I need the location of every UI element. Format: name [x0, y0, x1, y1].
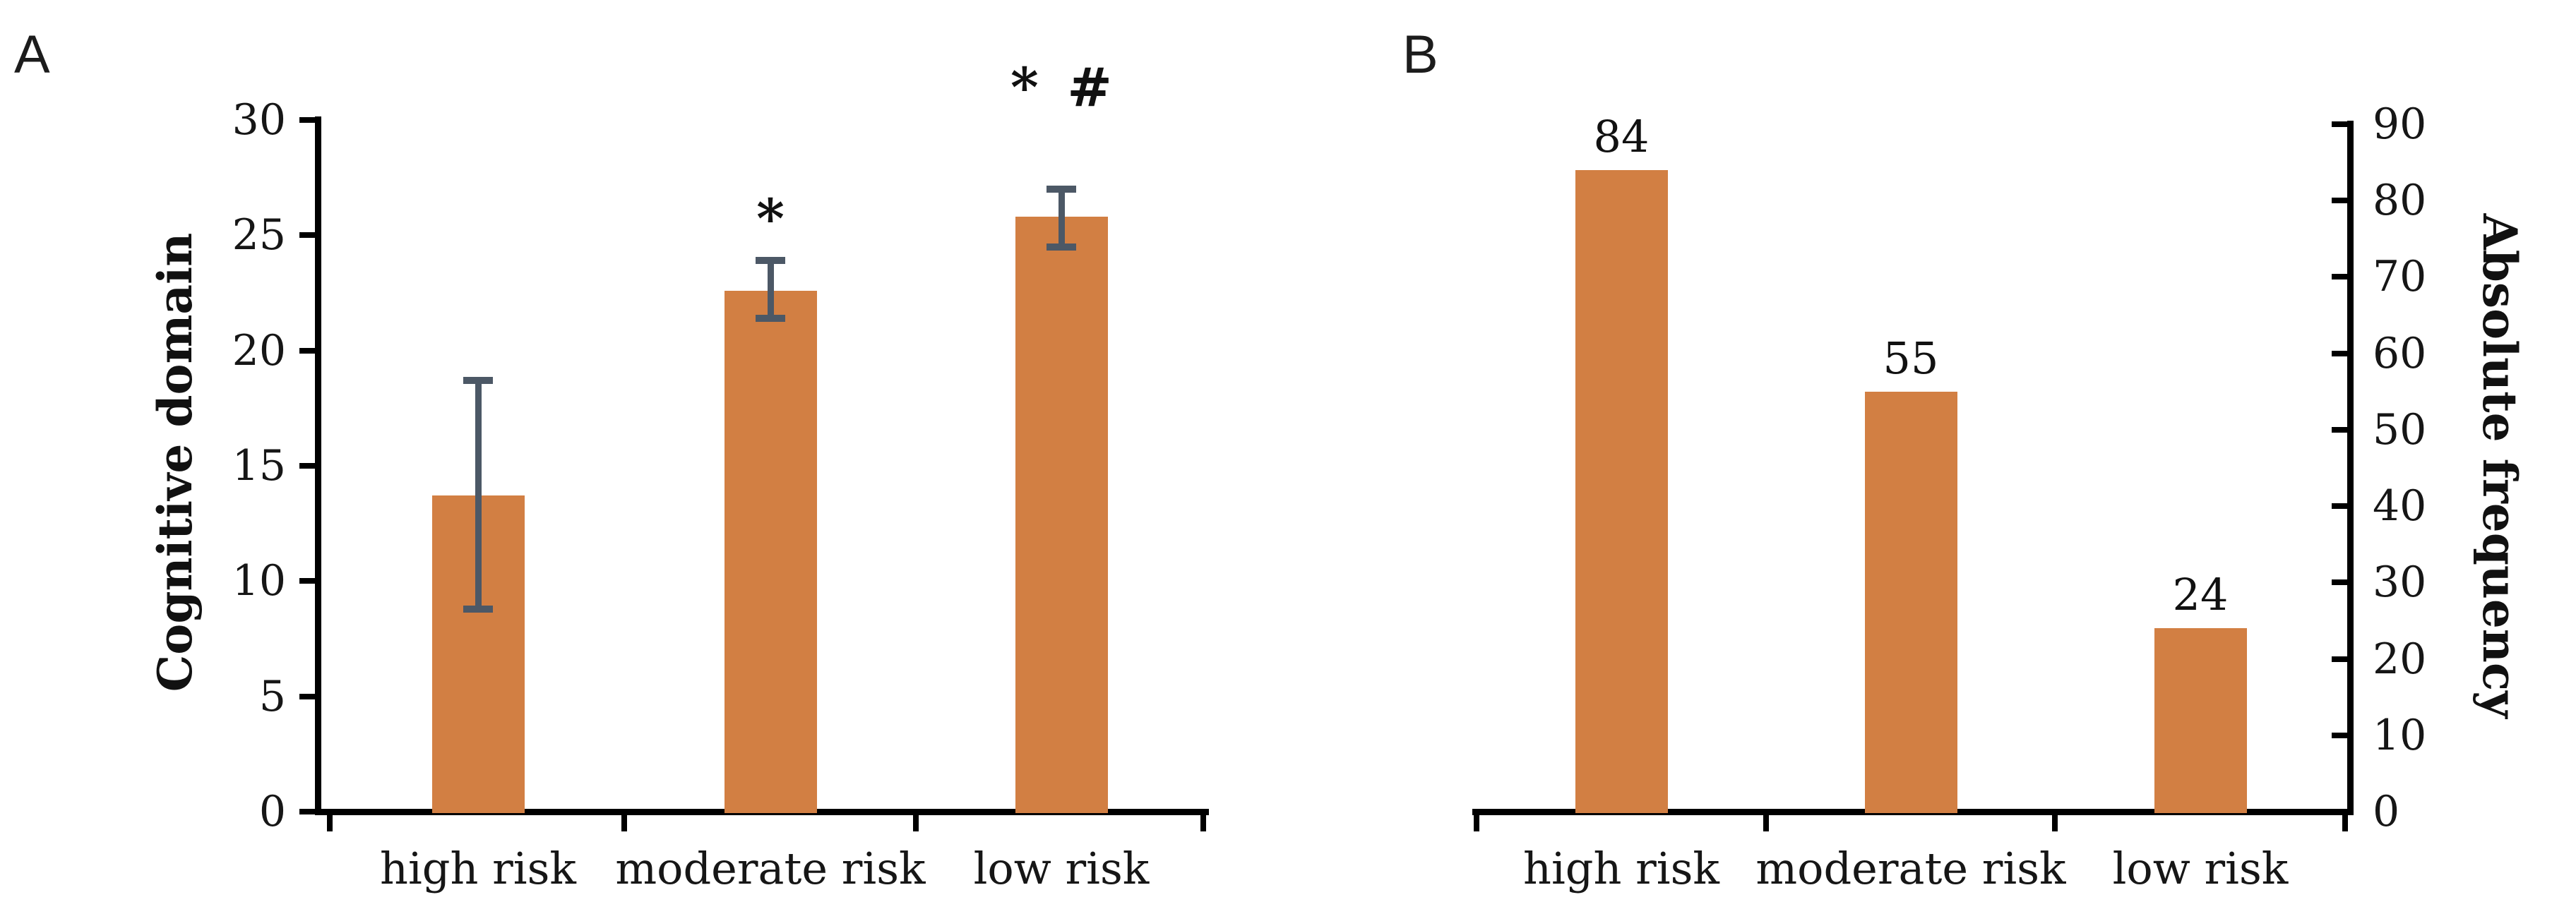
- y-axis-tick: [299, 347, 319, 354]
- x-axis-tick: [1474, 812, 1479, 831]
- y-tick-label: 25: [232, 210, 286, 260]
- y-axis-tick: [2332, 732, 2351, 738]
- x-axis-tick: [621, 812, 627, 831]
- y-axis-tick: [2332, 503, 2351, 510]
- category-label-moderate-risk: moderate risk: [1755, 843, 2066, 894]
- error-bar-cap: [1046, 186, 1076, 193]
- error-bar-cap: [463, 605, 493, 613]
- y-axis-tick: [2332, 274, 2351, 280]
- y-tick-label: 50: [2373, 404, 2427, 455]
- y-axis-tick: [299, 809, 319, 814]
- x-axis-tick: [913, 812, 919, 831]
- y-tick-label: 15: [232, 441, 286, 491]
- x-axis-tick: [1200, 812, 1206, 831]
- y-axis-tick: [299, 232, 319, 239]
- y-axis-tick: [2332, 579, 2351, 586]
- bar-value-label: 55: [1883, 332, 1939, 384]
- y-tick-label: 60: [2373, 328, 2427, 378]
- error-bar-cap: [463, 377, 493, 385]
- y-tick-label: 30: [2373, 558, 2427, 608]
- category-label-moderate-risk: moderate risk: [615, 843, 926, 894]
- error-bar-line: [475, 380, 482, 609]
- y-tick-label: 30: [232, 95, 286, 145]
- y-tick-label: 0: [258, 787, 286, 836]
- panel-letter-b: B: [1402, 25, 1438, 85]
- y-tick-label: 80: [2373, 176, 2427, 226]
- y-axis-tick: [2332, 198, 2351, 204]
- category-label-low-risk: low risk: [973, 843, 1150, 894]
- y-axis-tick: [2332, 656, 2351, 662]
- y-tick-label: 20: [232, 325, 286, 375]
- bar-moderate-risk: [1864, 391, 1957, 813]
- significance-annotation: * #: [1010, 56, 1112, 119]
- y-axis-tick: [2332, 350, 2351, 356]
- y-tick-label: 10: [232, 556, 286, 606]
- y-tick-label: 90: [2373, 100, 2427, 149]
- y-axis-tick: [299, 463, 319, 469]
- y-tick-label: 5: [258, 671, 286, 721]
- y-axis-tick: [2332, 426, 2351, 433]
- x-axis-tick: [2342, 812, 2348, 831]
- error-bar-line: [768, 260, 774, 318]
- bar-value-label: 24: [2172, 569, 2229, 621]
- y-axis-line: [2347, 121, 2354, 815]
- bar-value-label: 84: [1593, 110, 1650, 162]
- y-axis-tick: [299, 578, 319, 584]
- bar-low-risk: [2154, 628, 2247, 813]
- error-bar-cap: [1046, 243, 1076, 251]
- x-axis-tick: [1763, 812, 1769, 831]
- error-bar-cap: [756, 314, 785, 322]
- y-axis-tick: [299, 117, 319, 123]
- bar-moderate-risk: [724, 290, 817, 813]
- bar-high-risk: [1575, 169, 1668, 813]
- significance-annotation: *: [756, 187, 785, 250]
- y-axis-tick: [299, 693, 319, 699]
- category-label-low-risk: low risk: [2112, 843, 2289, 894]
- bar-low-risk: [1015, 217, 1108, 813]
- panel-letter-a: A: [14, 25, 50, 85]
- y-axis-tick: [2332, 121, 2351, 127]
- category-label-high-risk: high risk: [380, 843, 576, 894]
- x-axis-tick: [327, 812, 333, 831]
- x-axis-tick: [2052, 812, 2058, 831]
- error-bar-cap: [756, 257, 785, 265]
- y-tick-label: 70: [2373, 252, 2427, 302]
- y-tick-label: 10: [2373, 710, 2427, 760]
- y-tick-label: 0: [2373, 787, 2400, 836]
- error-bar-line: [1059, 189, 1065, 247]
- y-tick-label: 20: [2373, 634, 2427, 684]
- category-label-high-risk: high risk: [1523, 843, 1719, 894]
- y-tick-label: 40: [2373, 481, 2427, 531]
